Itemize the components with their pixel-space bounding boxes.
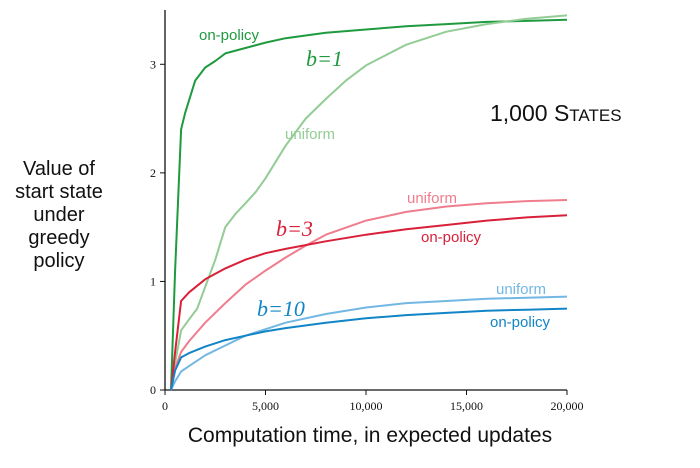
b1-uniform-label: uniform xyxy=(285,126,335,143)
y-axis-label-line: Value of xyxy=(23,158,95,180)
y-axis-label: Value of start state under greedy policy xyxy=(0,158,118,273)
b3-uniform-label: uniform xyxy=(407,190,457,207)
x-tick-label: 15,000 xyxy=(450,399,483,413)
x-axis-label: Computation time, in expected updates xyxy=(187,424,553,447)
x-tick-label: 5,000 xyxy=(252,399,279,413)
y-tick-label: 0 xyxy=(150,383,156,397)
b3-on-policy-line xyxy=(170,214,568,391)
states-annotation-smallcaps: TATES xyxy=(569,106,622,125)
y-tick-label: 2 xyxy=(150,166,156,180)
x-tick-label: 20,000 xyxy=(551,399,584,413)
y-axis-label-line: policy xyxy=(33,250,85,272)
b10-on-policy-label: on-policy xyxy=(490,314,551,331)
y-tick-label: 1 xyxy=(150,274,156,288)
b3-uniform-line xyxy=(170,199,568,391)
y-axis-label-line: greedy xyxy=(28,227,90,249)
b3-on-policy-label: on-policy xyxy=(421,229,482,246)
y-axis-label-line: start state xyxy=(15,181,103,203)
states-annotation: 1,000 STATES xyxy=(490,100,622,127)
b10-uniform-line xyxy=(170,295,568,391)
states-annotation-prefix: 1,000 S xyxy=(490,100,570,126)
b10-on-policy-line xyxy=(170,307,568,391)
b10-uniform-label: uniform xyxy=(496,281,546,298)
b10-branch-label: b=10 xyxy=(257,296,305,321)
x-tick-label: 0 xyxy=(162,399,168,413)
y-axis-label-line: under xyxy=(33,204,85,226)
b1-uniform-line xyxy=(170,14,568,391)
y-tick-label: 3 xyxy=(150,57,156,71)
b1-branch-label: b=1 xyxy=(306,46,343,71)
b1-on-policy-line xyxy=(170,18,568,391)
b3-branch-label: b=3 xyxy=(276,216,313,241)
x-tick-label: 10,000 xyxy=(350,399,383,413)
b1-on-policy-label: on-policy xyxy=(199,27,260,44)
